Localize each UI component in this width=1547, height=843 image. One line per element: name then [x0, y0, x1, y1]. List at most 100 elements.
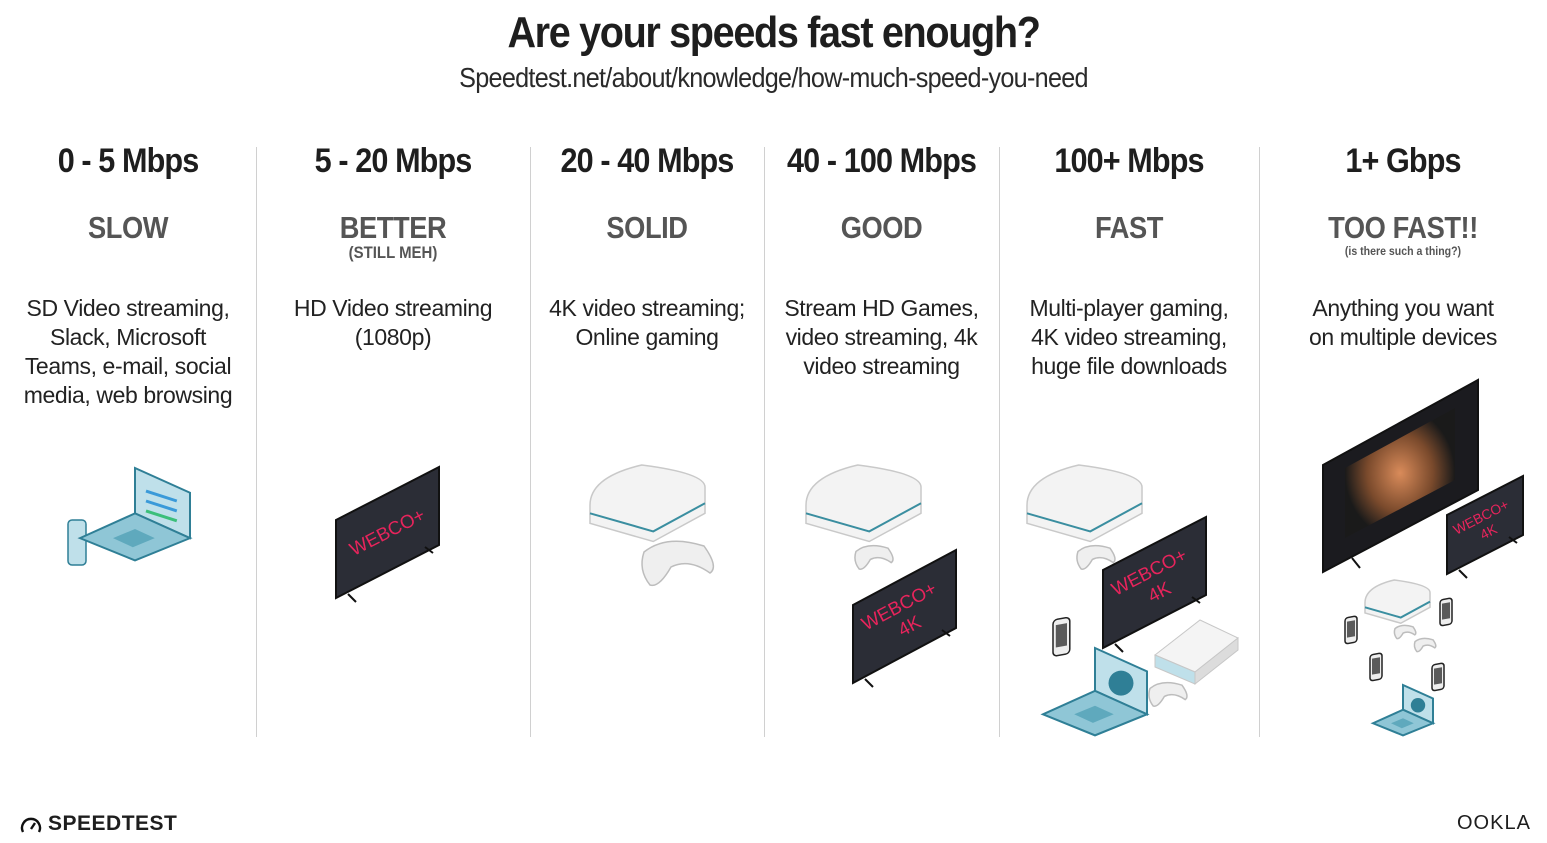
speed-rating: SLOW — [87, 210, 169, 245]
speed-rating: GOOD — [840, 210, 923, 245]
tv-leg — [941, 629, 951, 637]
controller-body — [854, 544, 894, 570]
console-stripe — [1364, 600, 1431, 619]
rating-note: (is there such a thing?) — [1344, 244, 1462, 258]
controller-icon — [1413, 637, 1437, 653]
laptop-trackpad — [1074, 705, 1114, 723]
phone-icon — [67, 519, 87, 566]
ookla-logo: OOKLA — [1457, 812, 1531, 835]
speed-rating: BETTER — [339, 210, 447, 245]
divider — [256, 147, 257, 737]
phone-screen — [1347, 620, 1355, 638]
tv-leg — [1458, 569, 1468, 579]
speedtest-logo: SPEEDTEST — [20, 812, 177, 836]
tier-column: 1+ Gbps TOO FAST!! (is there such a thin… — [1259, 140, 1547, 258]
laptop-trackpad — [113, 529, 155, 548]
speed-range: 1+ Gbps — [1345, 142, 1461, 180]
game-console-icon — [1026, 464, 1143, 543]
tv-leg — [1114, 643, 1124, 653]
phone-icon — [1344, 615, 1358, 645]
laptop-icon — [77, 466, 193, 562]
rating-note: (STILL MEH) — [348, 243, 438, 262]
tier-column: 40 - 100 Mbps GOOD — [764, 140, 999, 244]
console-stripe — [1026, 502, 1143, 533]
tv-4k-icon: WEBCO+4K — [1102, 515, 1207, 653]
gauge-icon — [20, 817, 42, 833]
big-tv-picture — [1345, 408, 1455, 538]
ookla-wordmark: OOKLA — [1457, 812, 1531, 834]
phone-icon — [1369, 652, 1383, 682]
phone-screen — [1372, 657, 1380, 675]
controller-icon — [641, 540, 715, 587]
tier-description: 4K video streaming; Online gaming — [549, 295, 745, 350]
divider — [1259, 147, 1260, 737]
console-side — [1194, 636, 1239, 686]
chat-line — [145, 509, 178, 523]
tv-icon: WEBCO+ — [335, 465, 440, 603]
tv-4k-icon: WEBCO+4K — [852, 548, 957, 688]
tier-column: 0 - 5 Mbps SLOW — [0, 140, 256, 244]
tv-leg — [1351, 557, 1361, 569]
speed-rating: FAST — [1095, 210, 1163, 245]
controller-icon — [1076, 544, 1116, 570]
speed-range: 5 - 20 Mbps — [314, 142, 473, 180]
speed-range: 20 - 40 Mbps — [560, 142, 735, 180]
laptop-download-icon — [1040, 646, 1150, 737]
divider — [764, 147, 765, 737]
phone-screen — [1434, 667, 1442, 685]
game-console-icon — [1364, 579, 1431, 625]
tier-description: HD Video streaming (1080p) — [293, 295, 493, 350]
game-console-icon — [805, 464, 922, 543]
tv-4k-icon: WEBCO+4K — [1446, 474, 1524, 579]
console-box-icon — [1154, 619, 1239, 686]
speed-rating: SOLID — [606, 210, 688, 245]
tier-column: 100+ Mbps FAST — [999, 140, 1259, 244]
controller-body — [1393, 624, 1417, 640]
tv-leg — [424, 546, 434, 554]
chat-line — [145, 499, 178, 513]
controller-body — [1076, 544, 1116, 570]
tier-description: Stream HD Games, video streaming, 4k vid… — [784, 295, 979, 379]
tv-screen — [1102, 515, 1207, 650]
tv-screen — [335, 465, 440, 600]
controller-body — [1413, 637, 1437, 653]
tv-leg — [1191, 596, 1201, 604]
phone-icon — [1431, 662, 1445, 692]
download-icon — [1108, 670, 1134, 696]
tv-leg — [347, 593, 357, 603]
tier-column: 20 - 40 Mbps SOLID — [530, 140, 764, 244]
page-title: Are your speeds fast enough? — [507, 8, 1040, 57]
speed-range: 100+ Mbps — [1054, 142, 1204, 180]
controller-body — [1148, 681, 1188, 707]
laptop-download-icon — [1370, 683, 1436, 737]
download-icon — [1410, 698, 1426, 713]
page-subtitle: Speedtest.net/about/knowledge/how-much-s… — [459, 62, 1088, 93]
speed-range: 0 - 5 Mbps — [57, 142, 200, 180]
speedtest-wordmark: SPEEDTEST — [48, 812, 178, 835]
tier-description: SD Video streaming, Slack, Microsoft Tea… — [23, 295, 233, 408]
tier-description: Multi-player gaming, 4K video streaming,… — [1029, 295, 1229, 379]
divider — [999, 147, 1000, 737]
phone-icon — [1052, 616, 1071, 657]
phone-screen — [1055, 623, 1068, 648]
phone-icon — [1439, 597, 1453, 627]
game-console-icon — [589, 464, 706, 543]
big-tv-icon — [1322, 378, 1479, 574]
tv-4k-label: 4K — [1477, 520, 1500, 542]
console-stripe — [589, 502, 706, 533]
console-stripe — [805, 502, 922, 533]
tv-leg — [864, 678, 874, 688]
divider — [530, 147, 531, 737]
controller-icon — [1148, 681, 1188, 707]
tier-column: 5 - 20 Mbps BETTER (STILL MEH) — [256, 140, 530, 262]
controller-icon — [1393, 624, 1417, 640]
tv-leg — [1508, 536, 1518, 544]
speed-rating: TOO FAST!! — [1328, 210, 1478, 245]
speed-range: 40 - 100 Mbps — [787, 142, 977, 180]
controller-body — [641, 540, 715, 587]
tv-screen — [852, 548, 957, 685]
phone-screen — [1442, 602, 1450, 620]
tier-description: Anything you want on multiple devices — [1308, 295, 1497, 350]
laptop-trackpad — [1391, 718, 1414, 729]
